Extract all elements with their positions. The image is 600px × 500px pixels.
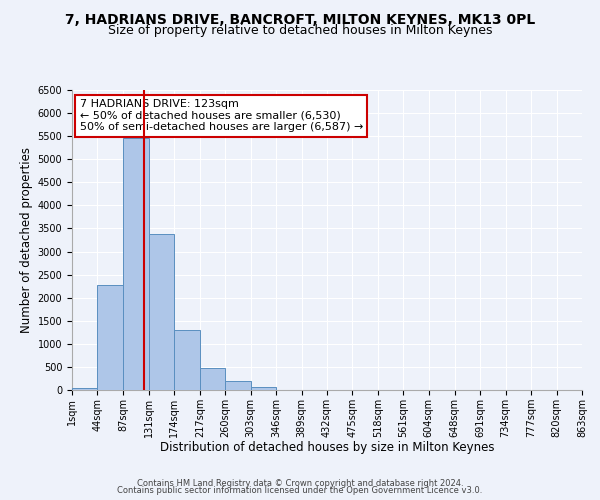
Bar	[225, 382, 251, 390]
Bar	[200, 368, 225, 390]
Bar	[97, 285, 123, 390]
Bar	[251, 386, 276, 390]
Bar	[149, 234, 175, 390]
Text: 7 HADRIANS DRIVE: 123sqm
← 50% of detached houses are smaller (6,530)
50% of sem: 7 HADRIANS DRIVE: 123sqm ← 50% of detach…	[80, 99, 363, 132]
Text: Contains public sector information licensed under the Open Government Licence v3: Contains public sector information licen…	[118, 486, 482, 495]
Bar	[123, 138, 149, 390]
Text: 7, HADRIANS DRIVE, BANCROFT, MILTON KEYNES, MK13 0PL: 7, HADRIANS DRIVE, BANCROFT, MILTON KEYN…	[65, 12, 535, 26]
Text: Contains HM Land Registry data © Crown copyright and database right 2024.: Contains HM Land Registry data © Crown c…	[137, 478, 463, 488]
Y-axis label: Number of detached properties: Number of detached properties	[20, 147, 34, 333]
Text: Size of property relative to detached houses in Milton Keynes: Size of property relative to detached ho…	[108, 24, 492, 37]
X-axis label: Distribution of detached houses by size in Milton Keynes: Distribution of detached houses by size …	[160, 442, 494, 454]
Bar	[175, 330, 200, 390]
Bar	[72, 388, 97, 390]
